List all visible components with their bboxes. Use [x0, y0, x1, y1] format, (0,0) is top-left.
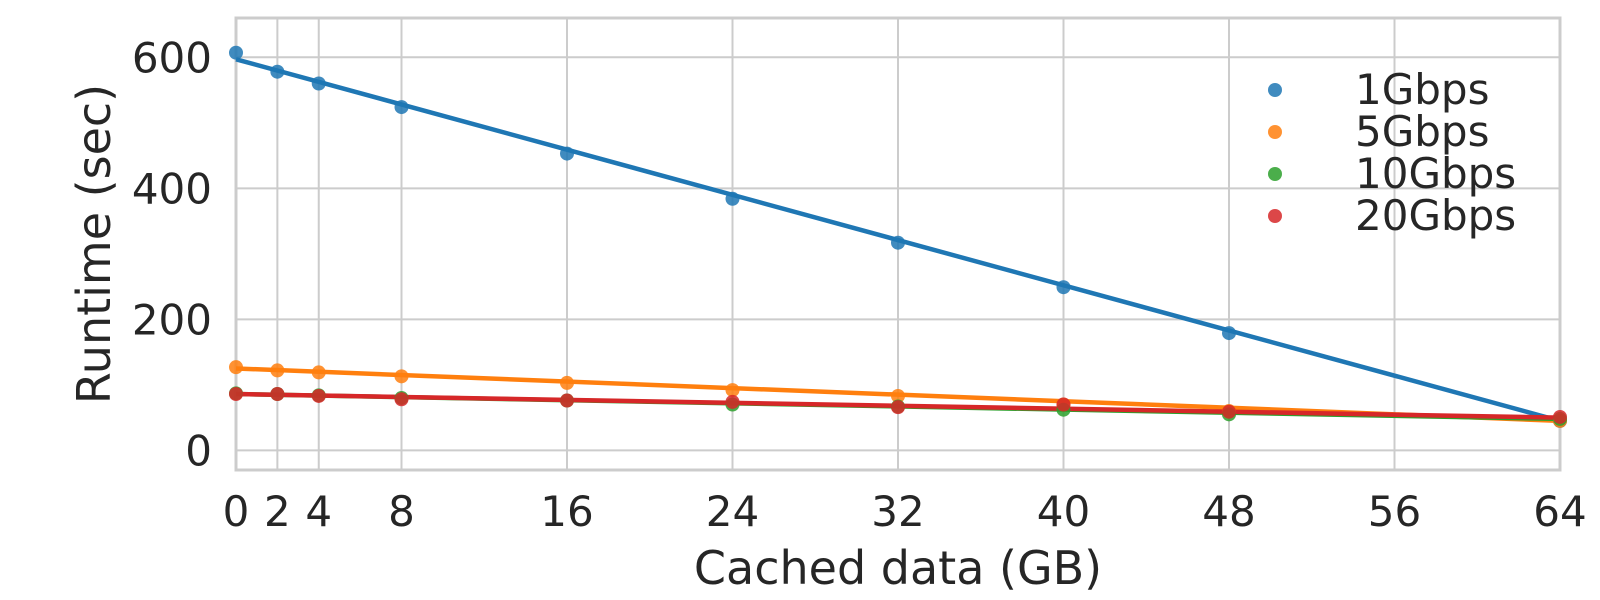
data-point — [725, 394, 740, 409]
data-point — [229, 360, 243, 375]
legend-label: 20Gbps — [1355, 191, 1516, 240]
legend-item: 10Gbps — [1268, 149, 1516, 198]
legend-marker — [1268, 167, 1282, 181]
legend-label: 1Gbps — [1355, 65, 1489, 114]
x-tick-label: 40 — [1037, 487, 1090, 536]
x-tick-label: 32 — [871, 487, 924, 536]
series-20Gbps-points — [229, 387, 1567, 424]
data-point — [1222, 326, 1236, 341]
legend-item: 1Gbps — [1268, 65, 1489, 114]
data-point — [1056, 280, 1071, 295]
x-tick-label: 16 — [540, 487, 593, 536]
x-tick-label: 0 — [223, 487, 250, 536]
data-point — [725, 383, 740, 398]
data-point — [891, 388, 905, 403]
legend-marker — [1268, 83, 1282, 97]
y-tick-label: 0 — [185, 426, 212, 475]
data-point — [725, 191, 740, 206]
data-point — [1222, 404, 1236, 419]
data-point — [560, 375, 574, 390]
x-tick-label: 4 — [305, 487, 332, 536]
data-point — [311, 76, 326, 91]
x-tick-label: 2 — [264, 487, 291, 536]
data-point — [311, 365, 326, 380]
x-tick-label: 24 — [706, 487, 759, 536]
data-point — [270, 387, 285, 402]
legend-marker — [1268, 125, 1282, 139]
x-tick-label: 8 — [388, 487, 415, 536]
y-tick-label: 200 — [132, 295, 212, 344]
x-tick-label: 48 — [1202, 487, 1255, 536]
x-tick-labels: 0 2 4 8 16 24 32 40 48 56 64 — [223, 487, 1587, 536]
x-tick-label: 56 — [1368, 487, 1421, 536]
data-point — [891, 400, 905, 415]
legend-item: 5Gbps — [1268, 107, 1489, 156]
legend-label: 10Gbps — [1355, 149, 1516, 198]
y-axis-title: Runtime (sec) — [67, 84, 121, 404]
data-point — [311, 388, 326, 403]
data-point — [394, 392, 409, 407]
series-1Gbps-points — [229, 45, 1567, 428]
data-point — [891, 235, 905, 250]
data-points — [229, 45, 1567, 428]
x-axis-title: Cached data (GB) — [694, 541, 1102, 595]
legend-item: 20Gbps — [1268, 191, 1516, 240]
legend-label: 5Gbps — [1355, 107, 1489, 156]
y-tick-label: 600 — [132, 33, 212, 82]
data-point — [270, 64, 285, 79]
data-point — [560, 393, 574, 408]
data-point — [394, 100, 409, 115]
data-point — [1056, 397, 1071, 412]
data-point — [1553, 409, 1567, 424]
y-tick-labels: 0 200 400 600 — [132, 33, 212, 475]
data-point — [229, 45, 243, 60]
x-tick-label: 64 — [1533, 487, 1586, 536]
data-point — [394, 369, 409, 384]
plot-frame — [234, 16, 1562, 472]
data-point — [560, 146, 574, 161]
data-point — [229, 387, 243, 402]
data-point — [270, 363, 285, 378]
legend-marker — [1268, 209, 1282, 223]
y-tick-label: 400 — [132, 164, 212, 213]
